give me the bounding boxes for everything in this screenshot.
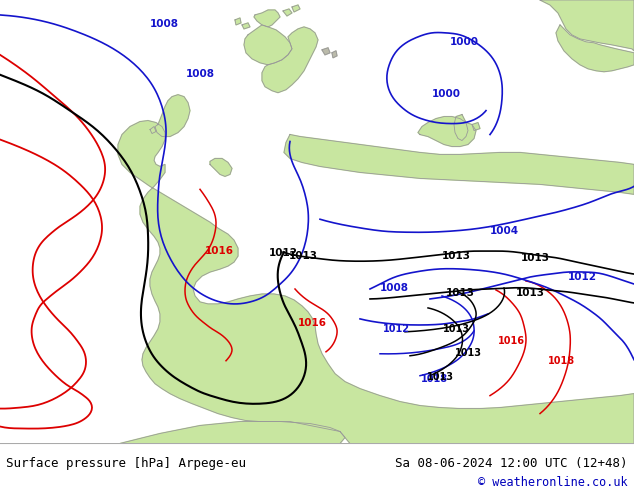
Polygon shape [118,121,634,443]
Text: 1013: 1013 [521,253,550,263]
Polygon shape [210,158,232,176]
Text: 1013: 1013 [443,324,470,334]
Polygon shape [292,5,300,12]
Polygon shape [120,421,345,443]
Text: 1013: 1013 [515,288,545,298]
Polygon shape [283,9,292,16]
Polygon shape [540,0,634,51]
Polygon shape [322,48,330,55]
Text: 1008: 1008 [186,69,214,79]
Text: 1013: 1013 [455,348,481,358]
Polygon shape [235,18,241,25]
Text: 1013: 1013 [288,251,318,261]
Text: 1008: 1008 [150,19,179,29]
Polygon shape [150,126,156,134]
Text: © weatheronline.co.uk: © weatheronline.co.uk [478,476,628,489]
Polygon shape [284,135,634,195]
Text: 1000: 1000 [450,37,479,47]
Text: 1013: 1013 [427,372,453,382]
Text: Sa 08-06-2024 12:00 UTC (12+48): Sa 08-06-2024 12:00 UTC (12+48) [395,458,628,470]
Text: 1016: 1016 [298,318,327,328]
Polygon shape [242,23,250,29]
Text: 1004: 1004 [490,226,519,236]
Text: 1013: 1013 [446,288,474,298]
Text: 1018: 1018 [421,374,448,384]
Polygon shape [418,117,476,147]
Polygon shape [254,10,280,27]
Text: 1008: 1008 [380,283,409,293]
Text: 1016: 1016 [498,336,525,346]
Text: 1013: 1013 [441,251,470,261]
Polygon shape [454,115,468,141]
Polygon shape [244,25,292,65]
Text: 1012: 1012 [568,272,597,282]
Text: 1018: 1018 [548,356,575,366]
Polygon shape [556,25,634,72]
Text: 1012: 1012 [269,248,297,258]
Polygon shape [472,122,480,130]
Text: 1016: 1016 [205,246,234,256]
Polygon shape [262,27,318,93]
Text: 1000: 1000 [432,89,461,98]
Text: Surface pressure [hPa] Arpege-eu: Surface pressure [hPa] Arpege-eu [6,458,247,470]
Polygon shape [155,95,190,137]
Text: 1012: 1012 [383,324,410,334]
Polygon shape [332,51,337,58]
